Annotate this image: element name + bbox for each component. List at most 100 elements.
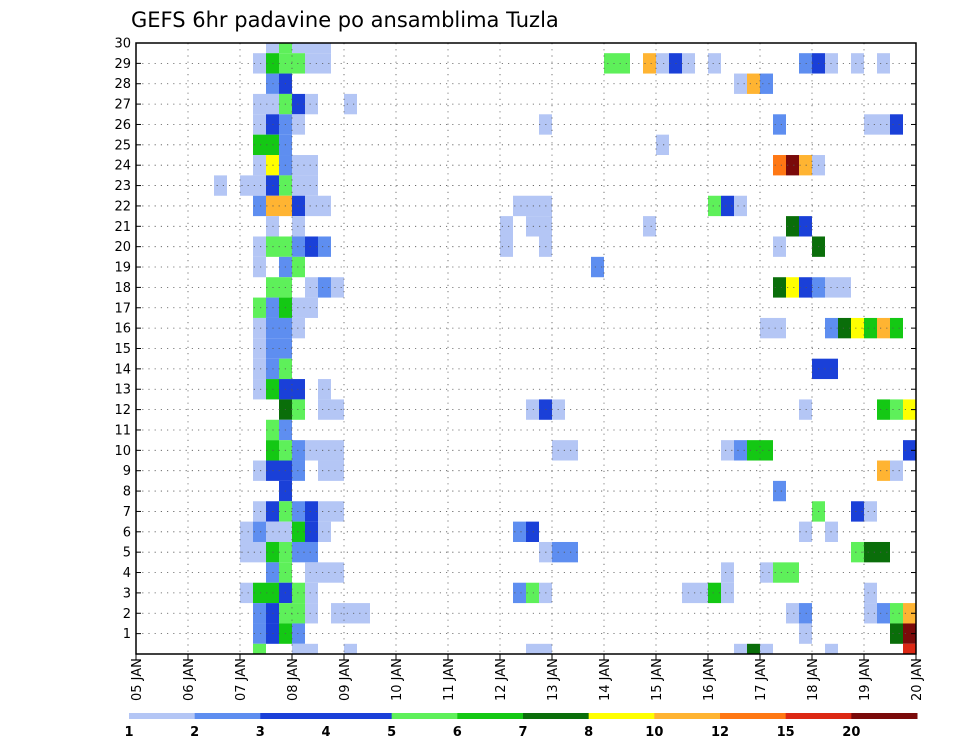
heatmap-cell — [760, 317, 773, 339]
heatmap-cell — [799, 155, 812, 176]
heatmap-cell — [253, 603, 266, 624]
heatmap-cell — [747, 643, 760, 654]
x-axis-ticks: 05 JAN 06 JAN 07 JAN 08 JAN 09 JAN 10 JAN 11 J… — [130, 654, 925, 701]
heatmap-cell — [344, 93, 357, 115]
heatmap-cell — [721, 562, 734, 583]
heatmap-cell — [253, 358, 266, 380]
heatmap-cell — [903, 623, 916, 644]
heatmap-cell — [864, 501, 877, 522]
heatmap-cell — [526, 521, 539, 542]
heatmap-cell — [708, 195, 721, 217]
legend-label: 2 — [190, 725, 199, 740]
heatmap-cell — [526, 195, 539, 217]
heatmap-cell — [318, 43, 331, 54]
heatmap-cell — [877, 541, 890, 563]
y-axis-ticks: 1234567891011121314151617181920212223242… — [114, 37, 916, 642]
heatmap-cell — [305, 541, 318, 563]
heatmap-cell — [786, 603, 799, 624]
heatmap-cell — [240, 541, 253, 563]
heatmap-cell — [747, 440, 760, 461]
heatmap-cell — [279, 43, 292, 54]
legend-swatch — [523, 713, 590, 719]
x-tick-label: 12 JAN — [494, 658, 509, 701]
heatmap-cell — [695, 582, 708, 604]
x-tick-label: 14 JAN — [598, 658, 613, 701]
heatmap-cell — [253, 582, 266, 604]
heatmap-cell — [708, 582, 721, 604]
heatmap-cell — [513, 195, 526, 217]
heatmap-cell — [253, 379, 266, 400]
heatmap-cell — [903, 440, 916, 461]
heatmap-cell — [292, 297, 305, 318]
heatmap-cell — [253, 134, 266, 156]
heatmap-cell — [292, 643, 305, 654]
heatmap-cell — [526, 399, 539, 420]
heatmap-cell — [773, 277, 786, 298]
heatmap-cell — [305, 43, 318, 54]
y-tick-label: 21 — [114, 220, 131, 235]
heatmap-cell — [825, 643, 838, 654]
heatmap-cell — [851, 501, 864, 522]
heatmap-cell — [851, 53, 864, 74]
legend-swatch — [457, 713, 524, 719]
heatmap-cell — [305, 643, 318, 654]
heatmap-cell — [318, 399, 331, 420]
heatmap-cell — [344, 603, 357, 624]
chart-title: GEFS 6hr padavine po ansamblima Tuzla — [131, 8, 559, 32]
y-tick-label: 18 — [114, 281, 131, 296]
heatmap-cell — [617, 53, 630, 74]
heatmap-cell — [799, 521, 812, 542]
heatmap-cell — [591, 256, 604, 278]
legend-label: 20 — [842, 725, 860, 740]
heatmap-cell — [318, 440, 331, 461]
heatmap-cell — [851, 541, 864, 563]
heatmap-cell — [903, 399, 916, 420]
heatmap-cell — [305, 175, 318, 196]
heatmap-cell — [305, 501, 318, 522]
heatmap-cell — [526, 216, 539, 237]
heatmap-cell — [864, 582, 877, 604]
y-tick-label: 16 — [114, 322, 131, 337]
heatmap-cell — [305, 521, 318, 542]
heatmap-cell — [500, 216, 513, 237]
heatmap-cell — [292, 440, 305, 461]
legend-swatch — [129, 713, 196, 719]
heatmap-cell — [253, 297, 266, 318]
heatmap-cell — [292, 256, 305, 278]
heatmap-cell — [292, 216, 305, 237]
heatmap-cell — [799, 277, 812, 298]
heatmap-cell — [734, 643, 747, 654]
heatmap-cell — [708, 53, 721, 74]
x-tick-label: 19 JAN — [858, 658, 873, 701]
heatmap-cell — [292, 541, 305, 563]
heatmap-cell — [331, 399, 344, 420]
heatmap-cell — [890, 317, 903, 339]
heatmap-cell — [799, 53, 812, 74]
x-tick-label: 08 JAN — [286, 658, 301, 701]
heatmap-cell — [565, 440, 578, 461]
heatmap-cell — [318, 501, 331, 522]
y-tick-label: 3 — [123, 586, 131, 601]
y-tick-label: 26 — [114, 118, 131, 133]
heatmap-cell — [799, 603, 812, 624]
y-tick-label: 11 — [114, 423, 131, 438]
heatmap-cell — [500, 236, 513, 257]
y-tick-label: 8 — [123, 485, 131, 500]
heatmap-cell — [799, 399, 812, 420]
y-tick-label: 19 — [114, 261, 131, 276]
heatmap-cell — [292, 93, 305, 115]
y-tick-label: 15 — [114, 342, 131, 357]
heatmap-cell — [864, 603, 877, 624]
heatmap-cell — [760, 562, 773, 583]
heatmap-cell — [760, 440, 773, 461]
heatmap-cells — [214, 43, 916, 654]
heatmap-cell — [773, 317, 786, 339]
heatmap-cell — [734, 195, 747, 217]
heatmap-cell — [253, 256, 266, 278]
heatmap-cell — [305, 562, 318, 583]
heatmap-cell — [266, 43, 279, 54]
heatmap-cell — [292, 236, 305, 257]
heatmap-cell — [253, 338, 266, 359]
heatmap-cell — [305, 53, 318, 74]
heatmap-cell — [864, 114, 877, 135]
